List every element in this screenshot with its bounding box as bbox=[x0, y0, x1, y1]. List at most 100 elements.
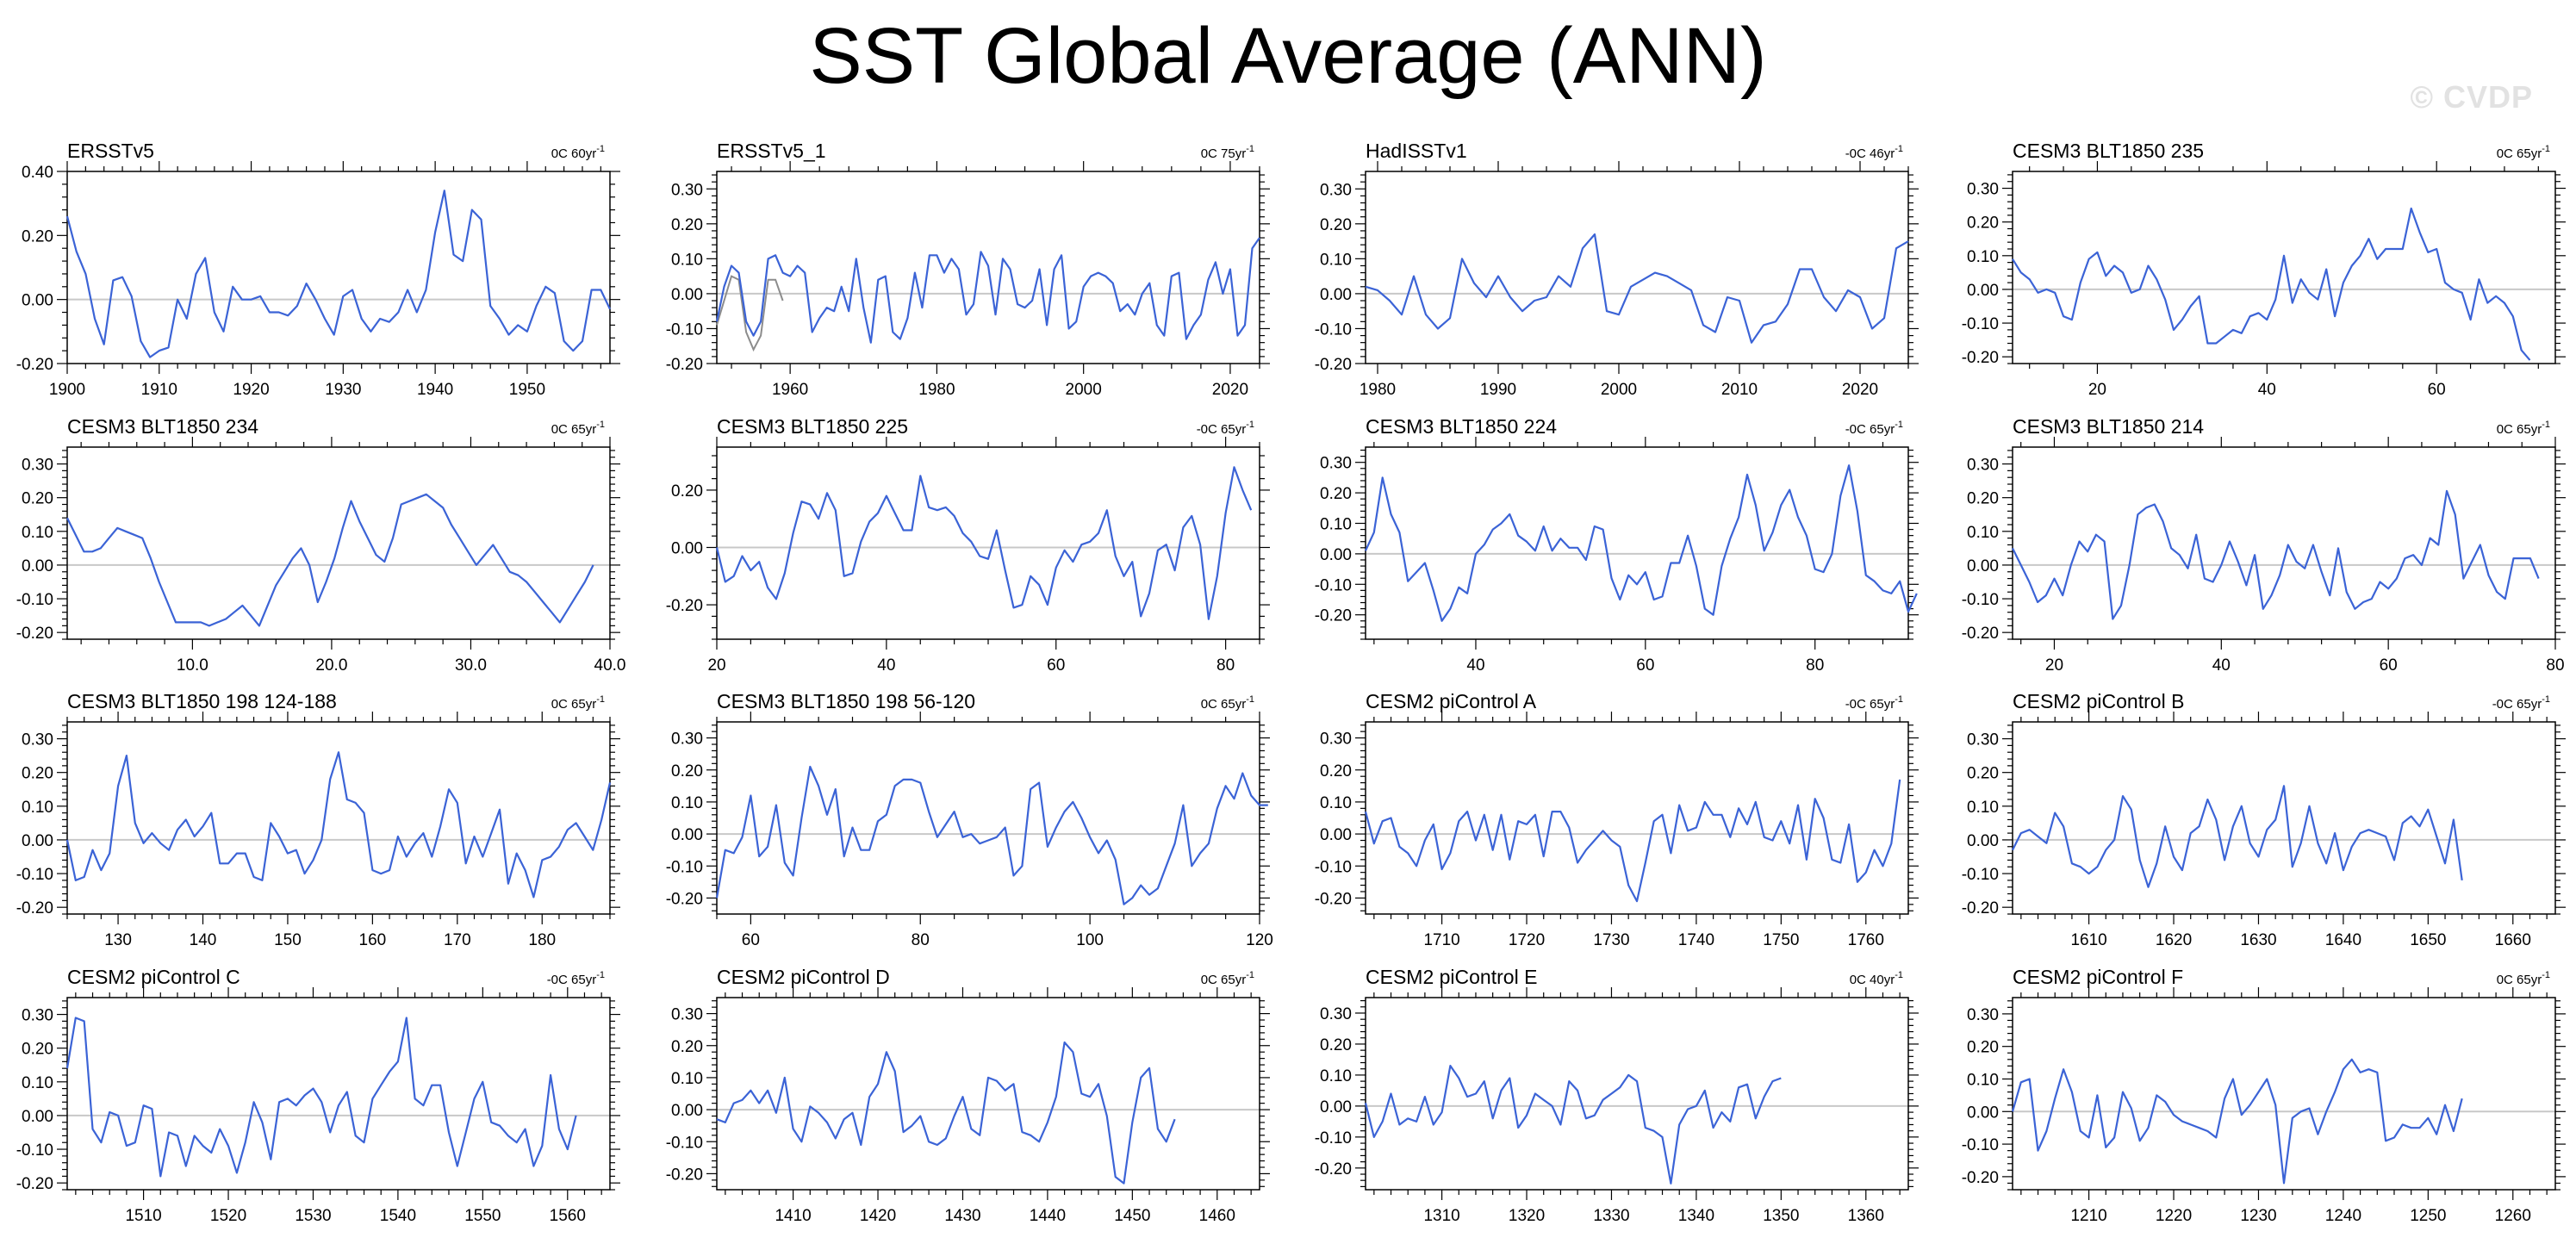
x-tick-label: 1440 bbox=[1030, 1207, 1066, 1225]
y-tick-label: 0.30 bbox=[671, 1006, 703, 1024]
plot-frame bbox=[1365, 721, 1909, 915]
y-tick-label: 0.30 bbox=[1967, 181, 1999, 199]
trend-label: 0C 65yr-1 bbox=[2497, 144, 2550, 161]
x-tick-label: 100 bbox=[1076, 931, 1104, 949]
x-tick-label: 1610 bbox=[2070, 931, 2106, 949]
secondary-series-line bbox=[716, 275, 784, 352]
y-tick-label: 0.30 bbox=[1967, 1006, 1999, 1024]
y-tick-label: -0.10 bbox=[1315, 1129, 1352, 1147]
x-tick-label: 10.0 bbox=[177, 656, 208, 675]
y-tick-label: -0.20 bbox=[16, 356, 53, 374]
y-tick-label: 0.00 bbox=[1320, 286, 1352, 304]
chart-panel-5: -0.20 -0.10 0.00 0.10 0.20 0.30 10.0 20.0 30.0 40… bbox=[16, 415, 626, 675]
x-tick-label: 1990 bbox=[1480, 381, 1516, 399]
x-tick-label: 120 bbox=[1246, 931, 1273, 949]
x-tick-label: 160 bbox=[359, 931, 387, 949]
series-line bbox=[1364, 779, 1901, 903]
x-tick-label: 1220 bbox=[2156, 1207, 2192, 1225]
y-tick-label: -0.10 bbox=[1315, 576, 1352, 594]
y-tick-label: 0.30 bbox=[671, 181, 703, 199]
x-tick-label: 1250 bbox=[2410, 1207, 2446, 1225]
x-tick-label: 1310 bbox=[1423, 1207, 1459, 1225]
x-tick-label: 20 bbox=[707, 656, 725, 675]
series-line bbox=[65, 751, 612, 899]
y-tick-label: 0.20 bbox=[1967, 215, 1999, 233]
x-tick-label: 1750 bbox=[1763, 931, 1799, 949]
chart-panel-7: -0.20 -0.10 0.00 0.10 0.20 0.30 40 60 80 CESM3 BL… bbox=[1315, 415, 1919, 675]
x-tick-label: 20 bbox=[2088, 381, 2106, 399]
y-tick-label: -0.20 bbox=[16, 1175, 53, 1193]
chart-panel-14: -0.20 -0.10 0.00 0.10 0.20 0.30 1410 1420 1430 14… bbox=[666, 966, 1270, 1225]
plot-frame bbox=[1365, 997, 1909, 1191]
plot-frame bbox=[1365, 171, 1909, 364]
series-line bbox=[716, 1041, 1176, 1185]
trend-label: -0C 65yr-1 bbox=[1197, 420, 1254, 437]
plot-frame bbox=[66, 171, 611, 364]
x-tick-label: 1560 bbox=[550, 1207, 586, 1225]
y-tick-label: 0.10 bbox=[1320, 794, 1352, 812]
x-tick-label: 30.0 bbox=[455, 656, 487, 675]
series-line bbox=[66, 493, 594, 627]
chart-panel-16: -0.20 -0.10 0.00 0.10 0.20 0.30 1210 1220 1230 12… bbox=[1962, 966, 2566, 1225]
y-tick-label: -0.20 bbox=[666, 356, 703, 374]
chart-panel-8: -0.20 -0.10 0.00 0.10 0.20 0.30 20 40 60 80 CESM3 … bbox=[1962, 415, 2566, 675]
y-tick-label: -0.20 bbox=[1315, 1160, 1352, 1178]
x-tick-label: 1910 bbox=[141, 381, 177, 399]
x-tick-label: 1330 bbox=[1593, 1207, 1629, 1225]
y-tick-label: 0.10 bbox=[1967, 1071, 1999, 1089]
x-tick-label: 1510 bbox=[125, 1207, 161, 1225]
y-tick-label: 0.00 bbox=[1967, 557, 1999, 575]
y-tick-label: -0.20 bbox=[1962, 349, 1999, 367]
y-tick-label: 0.00 bbox=[1967, 832, 1999, 850]
x-tick-label: 140 bbox=[190, 931, 217, 949]
y-tick-label: 0.00 bbox=[671, 1102, 703, 1120]
chart-panel-3: -0.20 -0.10 0.00 0.10 0.20 0.30 1980 1990 2000 20… bbox=[1315, 140, 1919, 399]
plot-frame bbox=[2012, 721, 2556, 915]
series-line bbox=[715, 765, 1268, 905]
y-tick-label: 0.20 bbox=[671, 216, 703, 234]
page-title: SST Global Average (ANN) bbox=[809, 12, 1767, 100]
x-tick-label: 1980 bbox=[918, 381, 955, 399]
y-tick-label: -0.20 bbox=[1962, 899, 1999, 917]
plot-frame bbox=[716, 171, 1260, 364]
y-tick-label: 0.20 bbox=[671, 1038, 703, 1056]
x-tick-label: 180 bbox=[528, 931, 556, 949]
x-tick-label: 1230 bbox=[2240, 1207, 2276, 1225]
x-tick-label: 1930 bbox=[325, 381, 361, 399]
y-tick-label: 0.20 bbox=[22, 765, 53, 783]
trend-label: 0C 65yr-1 bbox=[1201, 694, 1254, 712]
x-tick-label: 1520 bbox=[210, 1207, 246, 1225]
plot-frame bbox=[66, 721, 611, 915]
series-line bbox=[1365, 233, 1909, 344]
x-tick-label: 1730 bbox=[1593, 931, 1629, 949]
x-tick-label: 1740 bbox=[1678, 931, 1714, 949]
x-tick-label: 2000 bbox=[1601, 381, 1637, 399]
x-tick-label: 1980 bbox=[1360, 381, 1396, 399]
y-tick-label: 0.20 bbox=[1967, 765, 1999, 783]
y-tick-label: 0.20 bbox=[1967, 490, 1999, 508]
x-tick-label: 1240 bbox=[2325, 1207, 2361, 1225]
x-tick-label: 1550 bbox=[464, 1207, 501, 1225]
panel-title: HadISSTv1 bbox=[1366, 140, 1467, 162]
trend-label: -0C 46yr-1 bbox=[1845, 144, 1903, 161]
chart-panel-9: -0.20 -0.10 0.00 0.10 0.20 0.30 130 140 150 160 17… bbox=[16, 690, 620, 949]
x-tick-label: 1360 bbox=[1848, 1207, 1884, 1225]
x-tick-label: 1660 bbox=[2495, 931, 2531, 949]
y-tick-label: -0.20 bbox=[1315, 356, 1352, 374]
panel-title: CESM2 piControl B bbox=[2013, 690, 2184, 712]
y-tick-label: -0.10 bbox=[16, 866, 53, 884]
trend-label: 0C 65yr-1 bbox=[2497, 970, 2550, 987]
y-tick-label: -0.10 bbox=[666, 1134, 703, 1152]
y-tick-label: 0.30 bbox=[22, 457, 53, 475]
panel-title: CESM2 piControl E bbox=[1366, 966, 1537, 988]
y-tick-label: -0.20 bbox=[666, 890, 703, 908]
x-tick-label: 60 bbox=[2428, 381, 2446, 399]
x-tick-label: 1710 bbox=[1423, 931, 1459, 949]
trend-label: -0C 65yr-1 bbox=[547, 970, 605, 987]
panel-title: CESM3 BLT1850 198 124-188 bbox=[67, 690, 337, 712]
x-tick-label: 1420 bbox=[860, 1207, 896, 1225]
trend-label: 0C 65yr-1 bbox=[551, 420, 605, 437]
y-tick-label: 0.20 bbox=[671, 482, 703, 501]
trend-label: -0C 65yr-1 bbox=[1845, 420, 1903, 437]
